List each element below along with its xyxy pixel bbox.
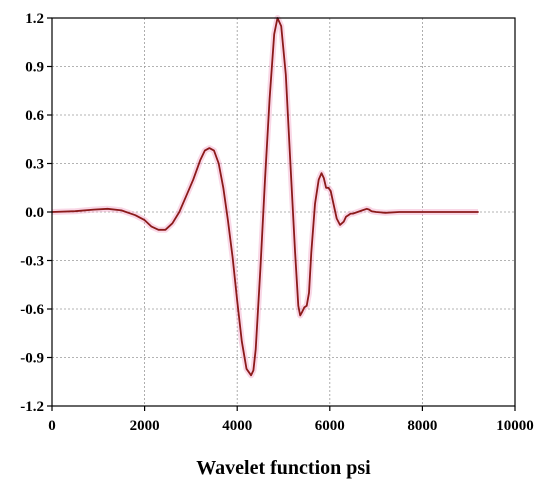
y-tick-label: 0.3 [25, 157, 44, 173]
ticks [47, 17, 516, 411]
series-layer [51, 17, 479, 377]
y-tick-label: -0.3 [20, 254, 44, 270]
y-tick-label: 1.2 [25, 11, 44, 27]
x-axis-title: Wavelet function psi [196, 457, 371, 479]
y-tick-label: 0.0 [25, 205, 44, 221]
y-tick-label: -1.2 [20, 399, 44, 415]
series-line [51, 17, 479, 377]
x-tick-label: 8000 [407, 418, 437, 434]
y-tick-label: 0.6 [25, 108, 44, 124]
y-tick-label: -0.6 [20, 302, 44, 318]
x-tick-label: 10000 [496, 418, 534, 434]
x-tick-label: 0 [48, 418, 56, 434]
tick-labels: 0 2000 4000 6000 8000 10000 -1.2 -0.9 -0.6 -0.3 0.… [20, 11, 534, 434]
y-tick-label: -0.9 [20, 351, 44, 367]
x-tick-label: 2000 [130, 418, 160, 434]
y-tick-label: 0.9 [25, 60, 44, 76]
x-tick-label: 4000 [222, 418, 252, 434]
x-tick-label: 6000 [315, 418, 345, 434]
grid [52, 18, 515, 406]
